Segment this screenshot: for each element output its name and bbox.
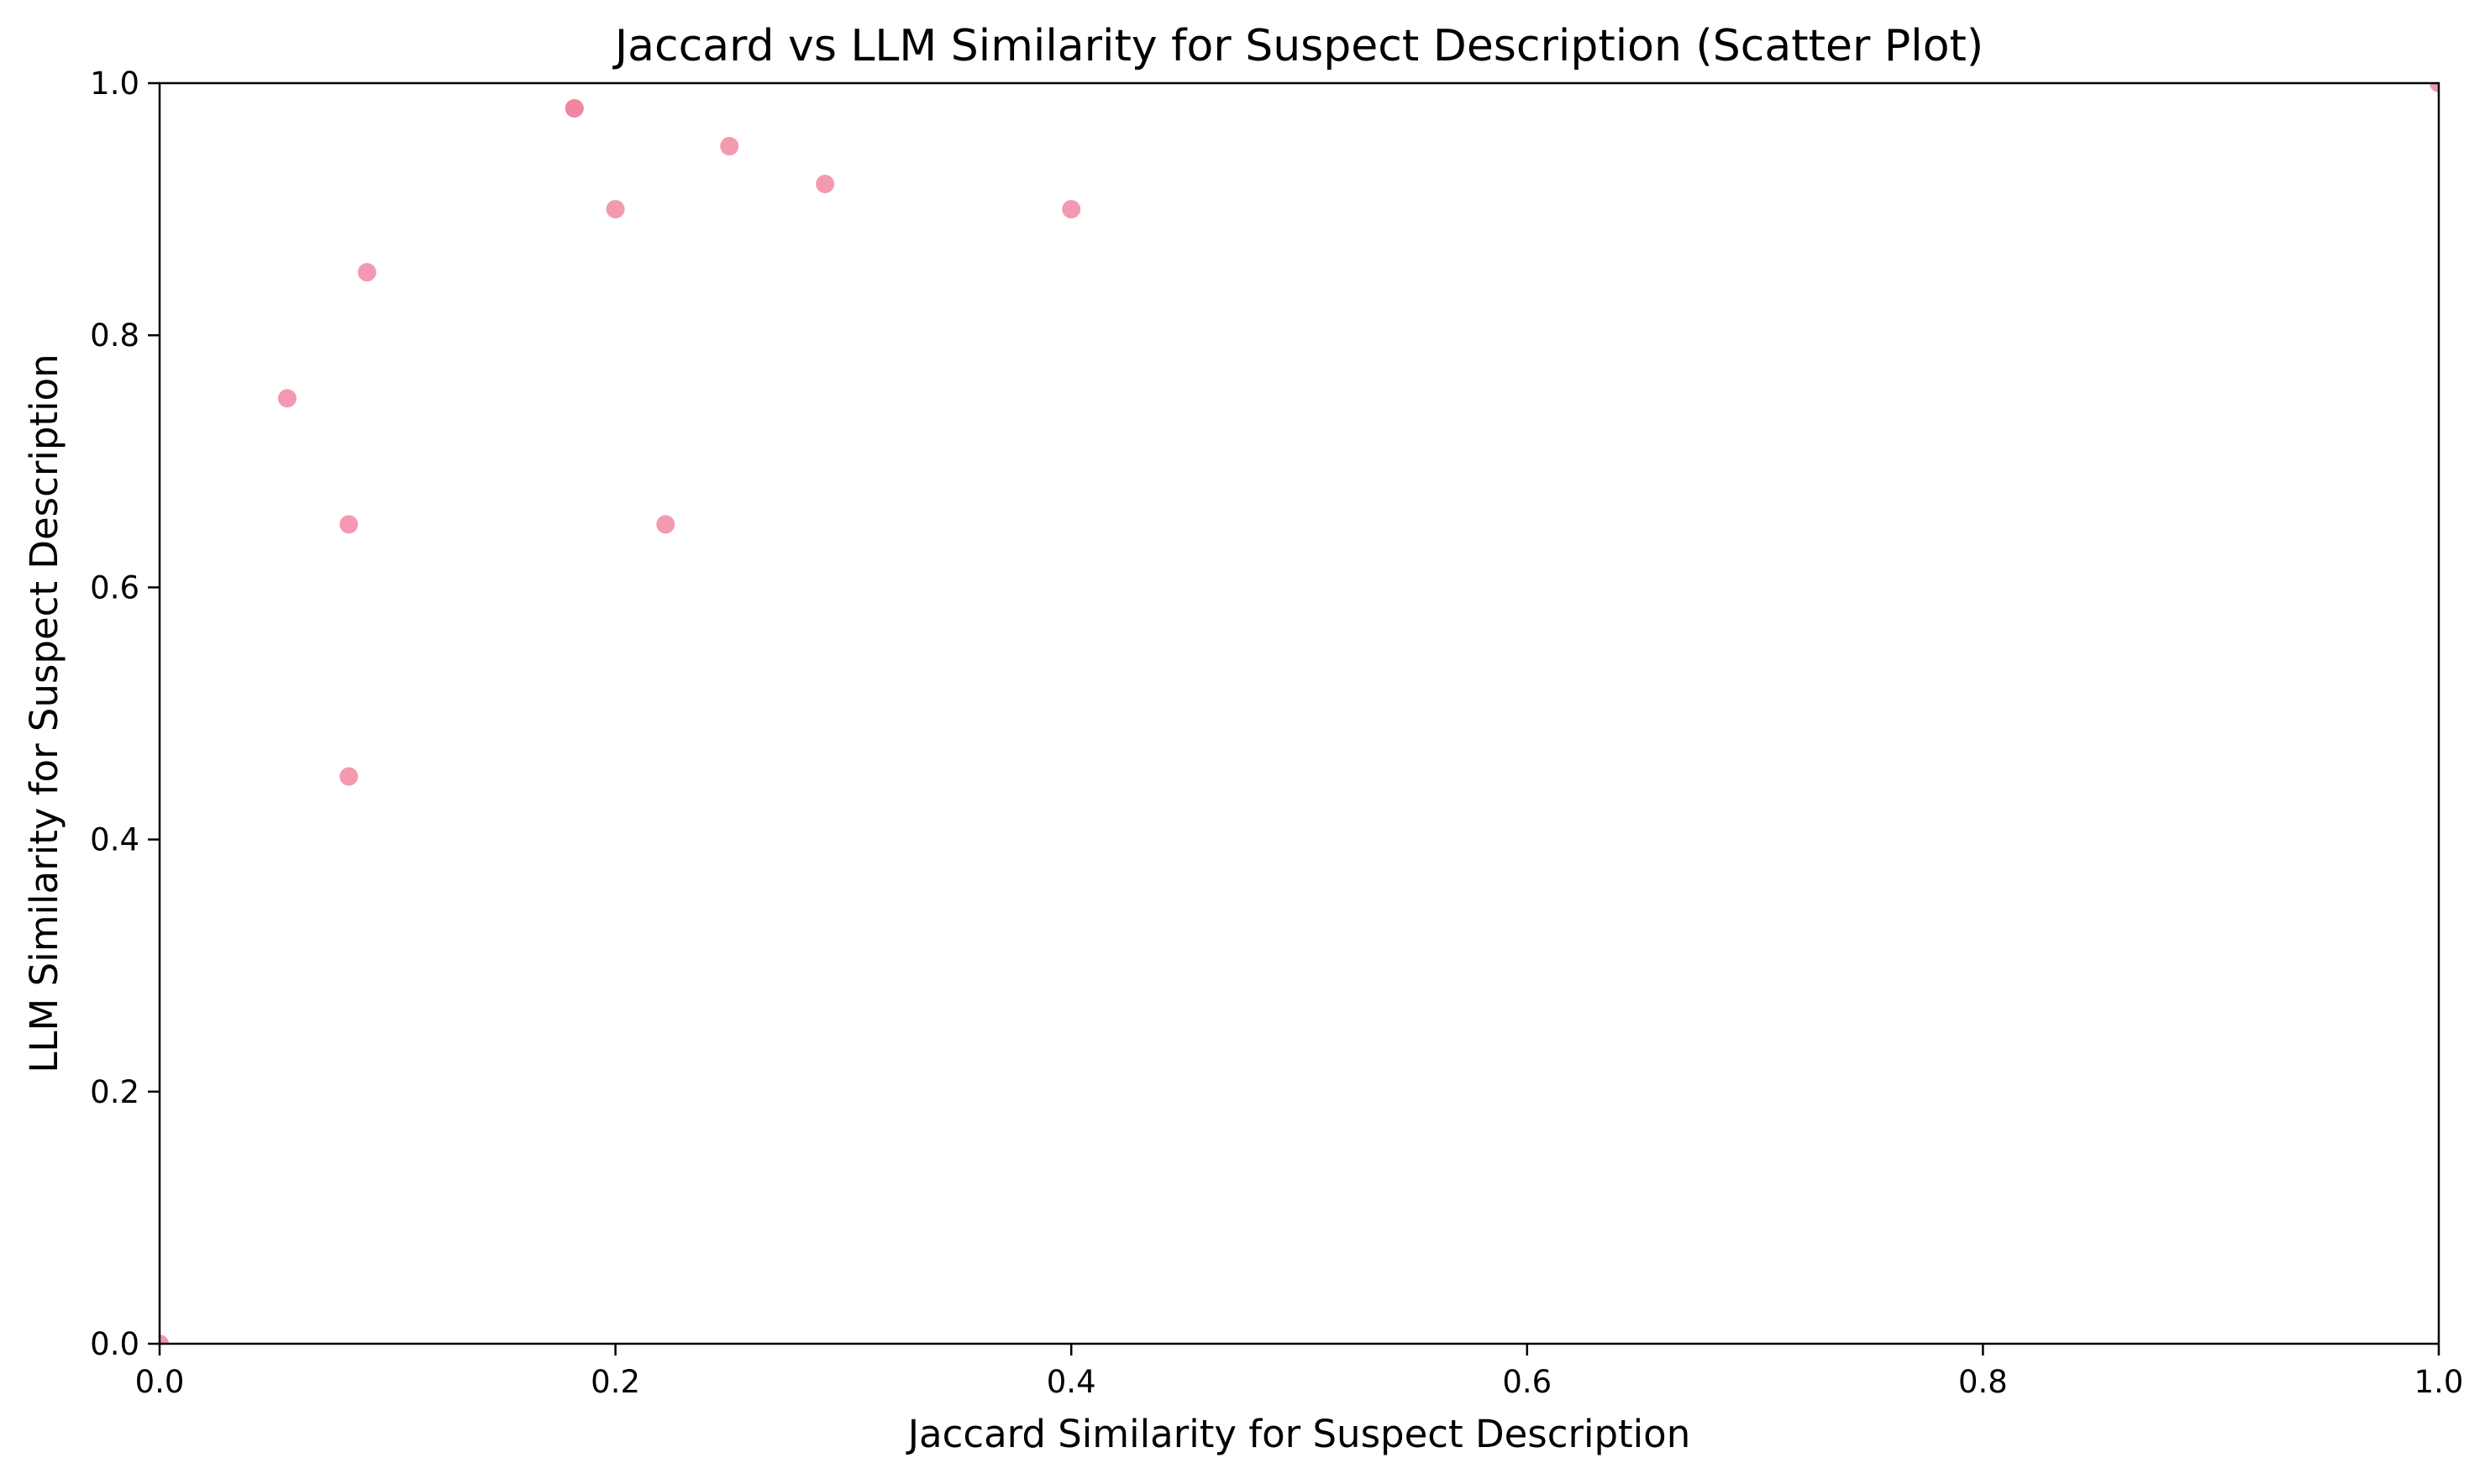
x-tick-label: 1.0 bbox=[2414, 1364, 2464, 1400]
data-point bbox=[339, 767, 359, 786]
data-point bbox=[339, 515, 359, 534]
x-axis-label: Jaccard Similarity for Suspect Descripti… bbox=[906, 1412, 1691, 1456]
x-tick-label: 0.0 bbox=[135, 1364, 185, 1400]
data-point bbox=[720, 137, 739, 156]
axes-frame bbox=[158, 81, 2440, 1345]
ticks-layer: 0.0 0.2 0.4 0.6 0.8 1.0 0.0 0.2 0.4 0.6 0.8 1.0 bbox=[90, 66, 2463, 1400]
y-tick-label: 0.8 bbox=[90, 317, 139, 354]
data-point bbox=[565, 99, 584, 118]
y-tick-label: 0.4 bbox=[90, 822, 139, 858]
data-point bbox=[277, 389, 297, 408]
data-point bbox=[816, 175, 835, 194]
y-tick-label: 0.2 bbox=[90, 1074, 139, 1110]
x-tick-label: 0.4 bbox=[1047, 1364, 1096, 1400]
x-tick-label: 0.6 bbox=[1502, 1364, 1552, 1400]
data-point bbox=[160, 1335, 169, 1344]
data-point bbox=[2430, 83, 2439, 92]
y-tick-label: 1.0 bbox=[90, 66, 139, 102]
plot-area bbox=[160, 83, 2439, 1344]
data-point bbox=[357, 263, 376, 282]
y-axis-label: LLM Similarity for Suspect Description bbox=[22, 354, 66, 1072]
y-tick-label: 0.0 bbox=[90, 1326, 139, 1362]
y-tick-label: 0.6 bbox=[90, 569, 139, 606]
data-point bbox=[656, 515, 675, 534]
chart-title: Jaccard vs LLM Similarity for Suspect De… bbox=[612, 21, 1983, 71]
x-tick-label: 0.2 bbox=[591, 1364, 640, 1400]
data-point bbox=[1062, 200, 1081, 219]
points-layer bbox=[160, 83, 2439, 1344]
x-tick-label: 0.8 bbox=[1958, 1364, 2008, 1400]
data-point bbox=[606, 200, 625, 219]
